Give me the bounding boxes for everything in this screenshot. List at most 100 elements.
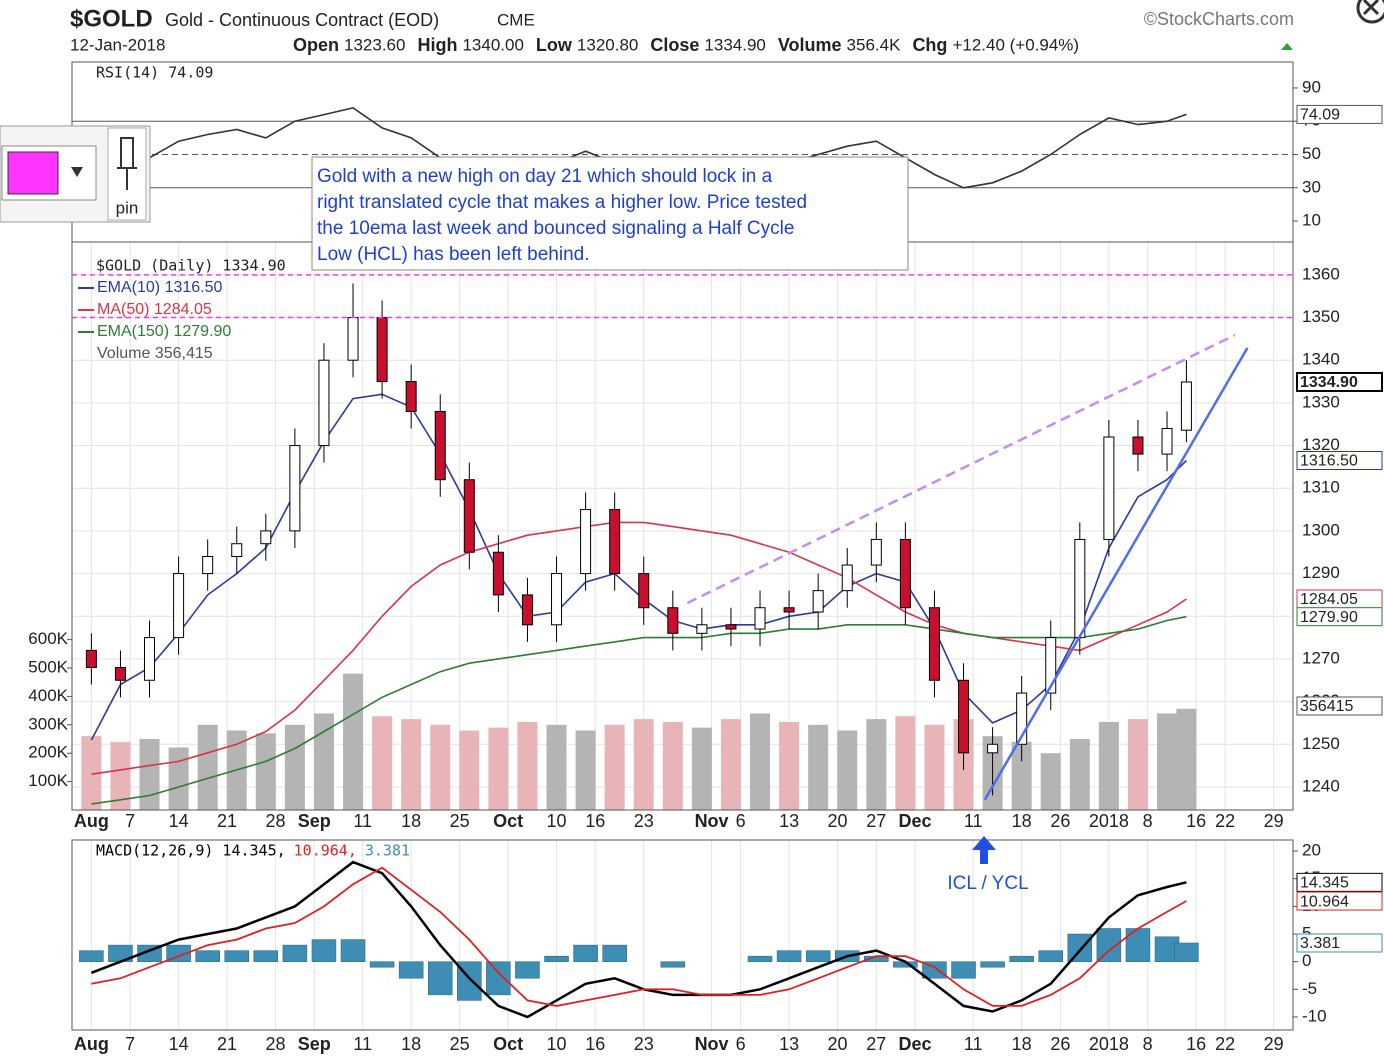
badge-label: 1334.90 xyxy=(1300,374,1358,391)
exchange: CME xyxy=(497,10,535,29)
volume-bar xyxy=(866,719,887,810)
histogram-bar xyxy=(224,950,249,962)
annotation-line: right translated cycle that makes a high… xyxy=(317,192,807,213)
y-tick-label: 1240 xyxy=(1302,776,1340,795)
candle-body xyxy=(551,573,563,626)
badge-label: 3.381 xyxy=(1300,935,1340,952)
x-tick-label: 18 xyxy=(401,1034,421,1054)
legend-entry: Volume 356,415 xyxy=(97,345,213,362)
field-value: 1334.90 xyxy=(704,35,765,54)
x-tick-label: 13 xyxy=(779,811,799,831)
field-label: Close xyxy=(650,35,699,55)
candle-body xyxy=(492,551,504,596)
volume-bar xyxy=(808,724,829,810)
volume-bar xyxy=(110,741,131,810)
candle-body xyxy=(260,530,272,545)
histogram-bar xyxy=(951,961,976,979)
volume-bar xyxy=(372,716,393,810)
y-tick-label: 1360 xyxy=(1302,264,1340,283)
annotation: Gold with a new high on day 21 which sho… xyxy=(317,166,807,265)
quote-fields: Open 1323.60 High 1340.00 Low 1320.80 Close 133… xyxy=(293,35,1079,55)
x-tick-label: Nov xyxy=(695,1034,729,1054)
candle-body xyxy=(289,445,301,532)
x-tick-label: 2018 xyxy=(1089,1034,1129,1054)
field-label: Volume xyxy=(778,35,842,55)
y-tick-label: -10 xyxy=(1302,1006,1327,1025)
histogram-bar xyxy=(486,961,511,996)
histogram-bar xyxy=(1174,942,1199,962)
annotation-box xyxy=(311,156,909,271)
y-tick-label: 5 xyxy=(1302,924,1311,943)
y-tick-label: -5 xyxy=(1302,979,1317,998)
x-tick-label: 20 xyxy=(828,1034,848,1054)
credit: ©StockCharts.com xyxy=(1144,9,1294,29)
volume-bar xyxy=(459,730,480,810)
x-tick-label: 11 xyxy=(353,1034,372,1054)
x-tick-label: 21 xyxy=(217,811,237,831)
x-tick-label: Oct xyxy=(493,811,523,831)
field-value: 1320.80 xyxy=(577,35,638,54)
x-tick-label: 7 xyxy=(125,1034,135,1054)
histogram-bar xyxy=(427,961,453,996)
y-tick-label: 30 xyxy=(1302,177,1321,196)
close-button[interactable] xyxy=(1356,0,1384,24)
x-tick-label: 6 xyxy=(736,1034,746,1054)
x-tick-label: 22 xyxy=(1215,1034,1235,1054)
candle-body xyxy=(173,573,185,639)
field-value: 1340.00 xyxy=(462,35,523,54)
x-tick-label: 23 xyxy=(634,811,654,831)
x-tick-label: 18 xyxy=(401,811,421,831)
candle-body xyxy=(1103,436,1115,540)
close-icon xyxy=(1362,0,1380,16)
x-tick-label: Sep xyxy=(298,1034,331,1054)
volume-tick-label: 500K xyxy=(28,657,68,676)
trend-line xyxy=(983,347,1249,801)
candle-body xyxy=(1161,427,1173,455)
volume-bar xyxy=(430,724,451,810)
volume-bar xyxy=(168,747,189,810)
volume-bar xyxy=(488,727,509,810)
x-tick-label: 25 xyxy=(450,1034,470,1054)
field-value: 356.4K xyxy=(847,35,902,54)
indicator-line xyxy=(91,521,1187,775)
x-tick-label: 28 xyxy=(265,1034,285,1054)
x-tick-label: 20 xyxy=(828,811,848,831)
value-badge xyxy=(1296,872,1383,892)
legend-entry: EMA(150) 1279.90 xyxy=(97,323,231,340)
candle-body xyxy=(928,607,940,681)
x-tick-label: 29 xyxy=(1264,811,1284,831)
volume-bar xyxy=(720,719,741,810)
volume-bar xyxy=(1157,713,1178,810)
annotation-line: Gold with a new high on day 21 which sho… xyxy=(317,166,773,187)
histogram-bar xyxy=(747,955,773,962)
x-tick-label: 14 xyxy=(169,1034,189,1054)
x-tick-label: 16 xyxy=(1186,811,1206,831)
x-tick-label: 28 xyxy=(265,811,285,831)
pin-icon xyxy=(117,137,137,190)
annotation-line: the 10ema last week and bounced signalin… xyxy=(317,218,794,239)
volume-bar xyxy=(139,739,160,810)
indicator-line xyxy=(91,615,1187,805)
dropdown-arrow xyxy=(71,167,83,177)
candle-body xyxy=(754,607,766,630)
histogram-bar xyxy=(282,944,308,962)
y-tick-label: 20 xyxy=(1302,841,1321,860)
candle-body xyxy=(899,538,911,609)
candle-body xyxy=(144,637,156,681)
candle-body xyxy=(202,556,214,575)
trend-line xyxy=(686,333,1236,605)
histogram-bar xyxy=(398,961,424,979)
histogram-bar xyxy=(195,950,220,962)
histogram-bar xyxy=(544,955,569,962)
volume-bar xyxy=(1098,721,1119,810)
legend-title: RSI(14) 74.09 xyxy=(96,64,213,82)
volume-bar xyxy=(517,721,538,810)
x-tick-label: 26 xyxy=(1050,811,1070,831)
field-label: High xyxy=(417,35,457,55)
symbol: $GOLD xyxy=(70,5,153,32)
candle-body xyxy=(987,743,999,754)
up-arrow xyxy=(1281,43,1293,50)
cycle-arrow xyxy=(972,836,996,864)
y-tick-label: 1330 xyxy=(1302,392,1340,411)
y-tick-label: 1270 xyxy=(1302,648,1340,667)
